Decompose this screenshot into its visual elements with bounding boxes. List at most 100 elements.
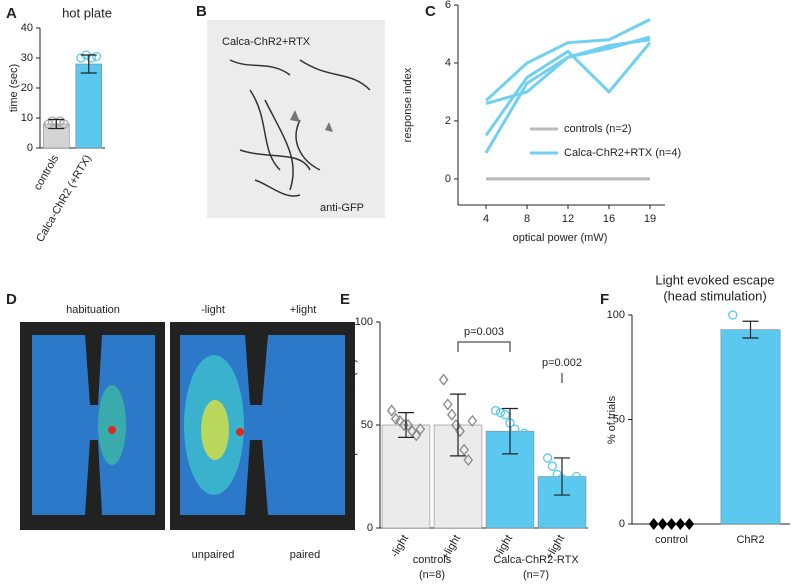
error-bar	[80, 54, 97, 74]
image-label: habituation	[66, 304, 120, 316]
data-point	[571, 471, 582, 482]
data-point	[399, 418, 409, 432]
error-bar	[450, 393, 466, 457]
data-point	[728, 310, 738, 320]
y-tick-label: 100	[355, 316, 373, 328]
group-label: Calca-ChR2-RTX	[493, 554, 579, 566]
data-point	[411, 429, 422, 442]
error-bar	[554, 457, 570, 496]
group-label: (n=8)	[419, 569, 445, 581]
chart-title: Light evoked escape	[655, 272, 774, 287]
data-point	[490, 405, 501, 416]
legend-label: controls (n=2)	[564, 123, 632, 135]
data-point	[455, 425, 465, 438]
group-label: (n=7)	[523, 569, 549, 581]
y-tick-label: 0	[27, 142, 33, 154]
y-axis-label: time (sec)	[8, 64, 20, 112]
y-tick-label: 50	[361, 419, 373, 431]
x-tick-label: 19	[644, 213, 656, 225]
data-point	[519, 428, 530, 438]
y-tick-label: 100	[607, 309, 625, 321]
data-point	[459, 443, 469, 456]
panel-label: F	[600, 291, 609, 308]
y-axis-label: response index	[402, 67, 414, 142]
legend-label: Calca-ChR2+RTX (n=4)	[564, 147, 681, 159]
data-point	[684, 517, 695, 531]
image-label: unpaired	[192, 549, 235, 561]
y-tick-label: 40	[21, 22, 33, 34]
data-line	[484, 41, 652, 137]
data-point	[675, 517, 686, 531]
tracking-heatmaps	[20, 322, 355, 530]
image-label: Calca-ChR2+RTX	[222, 36, 311, 48]
x-tick-label: 12	[562, 213, 574, 225]
image-label: paired	[290, 549, 321, 561]
panel-label: D	[6, 291, 17, 308]
y-tick-label: 0	[619, 518, 625, 530]
data-point	[463, 453, 474, 467]
data-point	[451, 418, 461, 432]
bar	[381, 424, 431, 529]
data-point	[415, 423, 426, 436]
y-tick-label: 6	[445, 0, 451, 11]
data-point	[403, 418, 413, 432]
image-label: -light	[201, 304, 225, 316]
data-point	[386, 404, 397, 417]
chart-subtitle: (head stimulation)	[663, 288, 766, 303]
y-axis-label: time in paired chamber (%)	[346, 359, 358, 491]
x-tick-label: 4	[483, 213, 489, 225]
panel-label: E	[340, 291, 350, 308]
chart-title: hot plate	[62, 5, 112, 20]
error-bar	[398, 412, 414, 438]
significance-bracket	[457, 341, 511, 352]
data-point	[438, 373, 449, 386]
bar	[75, 63, 103, 149]
micrograph	[207, 20, 385, 218]
data-point	[91, 51, 102, 62]
y-tick-label: 4	[445, 57, 451, 69]
data-point	[467, 414, 478, 427]
y-tick-label: 30	[21, 52, 33, 64]
x-tick-label: 16	[603, 213, 615, 225]
bar	[720, 329, 781, 525]
y-tick-label: 20	[21, 82, 33, 94]
data-line	[484, 18, 651, 102]
panel-label: C	[425, 3, 436, 20]
error-bar	[48, 118, 65, 130]
data-point	[648, 517, 659, 531]
data-point	[510, 424, 520, 434]
data-point	[442, 398, 453, 411]
y-axis-label: % of trials	[606, 395, 618, 444]
data-point	[763, 331, 773, 341]
x-tick-label: -light	[389, 533, 411, 560]
x-tick-label: controls	[32, 153, 62, 193]
x-axis-label: optical power (mW)	[513, 232, 608, 244]
data-point	[547, 461, 558, 471]
data-point	[76, 53, 86, 63]
image-label: anti-GFP	[320, 202, 364, 214]
x-tick-label: ChR2	[736, 534, 764, 546]
p-value: p=0.002	[542, 357, 582, 369]
y-tick-label: 0	[445, 173, 451, 185]
data-point	[86, 53, 96, 63]
panel-label: B	[196, 3, 207, 20]
x-tick-label: control	[655, 534, 688, 546]
data-point	[390, 412, 401, 425]
error-bar	[742, 320, 759, 339]
data-point	[666, 517, 677, 531]
y-tick-label: 0	[367, 522, 373, 534]
panel-label: A	[6, 5, 17, 22]
y-tick-label: 10	[21, 112, 33, 124]
data-point	[447, 408, 457, 421]
data-point	[495, 407, 506, 418]
x-tick-label: 8	[524, 213, 530, 225]
error-bar	[502, 407, 518, 455]
p-value: p=0.003	[464, 326, 504, 338]
y-tick-label: 2	[445, 115, 451, 127]
data-point	[657, 517, 668, 531]
y-tick-label: 50	[613, 413, 625, 425]
data-point	[542, 453, 553, 463]
data-line	[484, 35, 651, 154]
group-label: controls	[413, 554, 452, 566]
